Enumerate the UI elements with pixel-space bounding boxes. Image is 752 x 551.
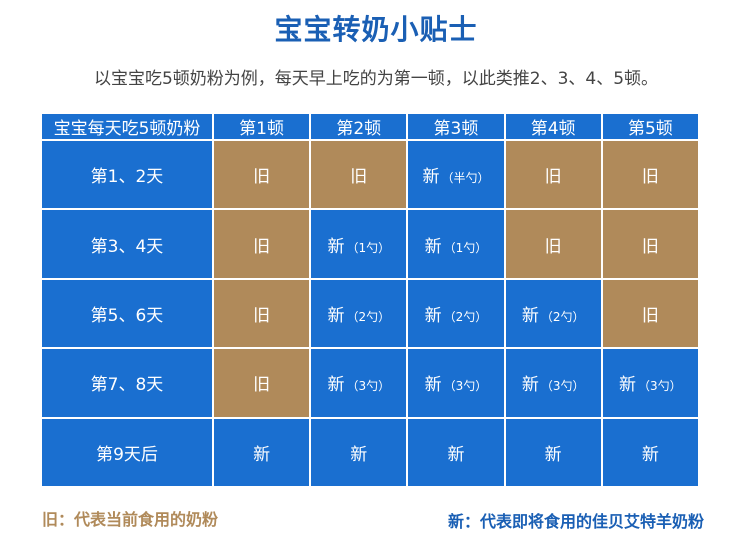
cell-main: 新 <box>350 444 368 465</box>
table-row: 第9天后 新 新 新 新 新 <box>42 418 698 486</box>
cell-note: （2勺） <box>346 309 391 324</box>
cell-main: 新 <box>619 375 637 396</box>
cell-note: （2勺） <box>540 309 585 324</box>
feeding-table: 宝宝每天吃5顿奶粉 第1顿 第2顿 第3顿 第4顿 第5顿 第1、2天旧旧新（半… <box>40 112 700 488</box>
cell-main: 新 <box>521 375 539 396</box>
table-row: 第5、6天旧新（2勺）新（2勺）新（2勺）旧 <box>42 279 698 348</box>
table-row: 第7、8天旧新（3勺）新（3勺）新（3勺）新（3勺） <box>42 349 698 417</box>
cell-note: （3勺） <box>638 379 682 394</box>
cell-main: 新 <box>641 444 659 465</box>
cell-new: 新（2勺） <box>408 279 504 348</box>
feeding-table-container: 宝宝每天吃5顿奶粉 第1顿 第2顿 第3顿 第4顿 第5顿 第1、2天旧旧新（半… <box>40 112 700 488</box>
table-header-row: 宝宝每天吃5顿奶粉 第1顿 第2顿 第3顿 第4顿 第5顿 <box>42 114 698 139</box>
cell-old: 旧 <box>602 279 698 348</box>
cell-main: 旧 <box>544 236 562 257</box>
cell-main: 新 <box>424 305 442 326</box>
cell-old: 旧 <box>505 210 601 278</box>
column-header: 第5顿 <box>602 114 698 139</box>
cell-new: 新（1勺） <box>408 210 504 278</box>
cell-new: 新（3勺） <box>311 349 407 417</box>
cell-new: 新 <box>602 418 698 486</box>
cell-main: 旧 <box>253 305 271 326</box>
cell-new: 新（3勺） <box>408 349 504 417</box>
row-label: 第1、2天 <box>42 141 212 209</box>
cell-main: 新 <box>447 444 465 465</box>
cell-note: （1勺） <box>443 240 488 255</box>
cell-main: 新 <box>327 305 345 326</box>
cell-note: （2勺） <box>443 309 488 324</box>
cell-main: 新 <box>422 167 440 188</box>
cell-new: 新（1勺） <box>311 210 407 278</box>
cell-main: 旧 <box>253 167 271 188</box>
cell-main: 旧 <box>253 236 271 257</box>
corner-header: 宝宝每天吃5顿奶粉 <box>42 114 212 139</box>
cell-note: （3勺） <box>346 379 391 394</box>
cell-old: 旧 <box>214 141 310 209</box>
cell-main: 新 <box>253 444 271 465</box>
page-subtitle: 以宝宝吃5顿奶粉为例，每天早上吃的为第一顿，以此类推2、3、4、5顿。 <box>93 69 659 89</box>
cell-new: 新 <box>408 418 504 486</box>
cell-new: 新（2勺） <box>311 279 407 348</box>
cell-note: （3勺） <box>443 379 488 394</box>
table-body: 第1、2天旧旧新（半勺）旧旧第3、4天旧新（1勺）新（1勺）旧旧第5、6天旧新（… <box>42 141 698 486</box>
row-label: 第9天后 <box>42 418 212 486</box>
cell-main: 旧 <box>350 167 368 188</box>
cell-main: 新 <box>327 375 345 396</box>
cell-old: 旧 <box>311 141 407 209</box>
cell-new: 新 <box>214 418 310 486</box>
column-header: 第2顿 <box>311 114 407 139</box>
cell-main: 新 <box>544 444 562 465</box>
cell-new: 新（2勺） <box>505 279 601 348</box>
cell-main: 新 <box>424 375 442 396</box>
cell-note: （1勺） <box>346 240 391 255</box>
cell-note: （3勺） <box>540 379 585 394</box>
cell-old: 旧 <box>602 141 698 209</box>
cell-main: 新 <box>521 305 539 326</box>
cell-new: 新（3勺） <box>505 349 601 417</box>
cell-old: 旧 <box>214 279 310 348</box>
cell-main: 旧 <box>253 375 271 396</box>
cell-main: 新 <box>424 236 442 257</box>
column-header: 第4顿 <box>505 114 601 139</box>
cell-main: 旧 <box>641 167 659 188</box>
page-title: 宝宝转奶小贴士 <box>274 13 478 46</box>
cell-new: 新 <box>311 418 407 486</box>
cell-main: 旧 <box>641 236 659 257</box>
legend-new: 新：代表即将食用的佳贝艾特羊奶粉 <box>447 512 704 531</box>
row-label: 第7、8天 <box>42 349 212 417</box>
table-row: 第1、2天 旧 旧 新（半勺） 旧 旧 <box>42 141 698 209</box>
cell-old: 旧 <box>214 349 310 417</box>
cell-new: 新（3勺） <box>602 349 698 417</box>
cell-old: 旧 <box>505 141 601 209</box>
cell-new: 新（半勺） <box>408 141 504 209</box>
cell-note: （半勺） <box>441 171 490 186</box>
column-header: 第3顿 <box>408 114 504 139</box>
cell-old: 旧 <box>602 210 698 278</box>
row-label: 第3、4天 <box>42 210 212 278</box>
legend-old: 旧：代表当前食用的奶粉 <box>42 510 219 529</box>
cell-main: 旧 <box>544 167 562 188</box>
cell-old: 旧 <box>214 210 310 278</box>
table-row: 第3、4天旧新（1勺）新（1勺）旧旧 <box>42 210 698 278</box>
column-header: 第1顿 <box>214 114 310 139</box>
cell-main: 新 <box>327 236 345 257</box>
cell-main: 旧 <box>641 305 659 326</box>
row-label: 第5、6天 <box>42 279 212 348</box>
cell-new: 新 <box>505 418 601 486</box>
